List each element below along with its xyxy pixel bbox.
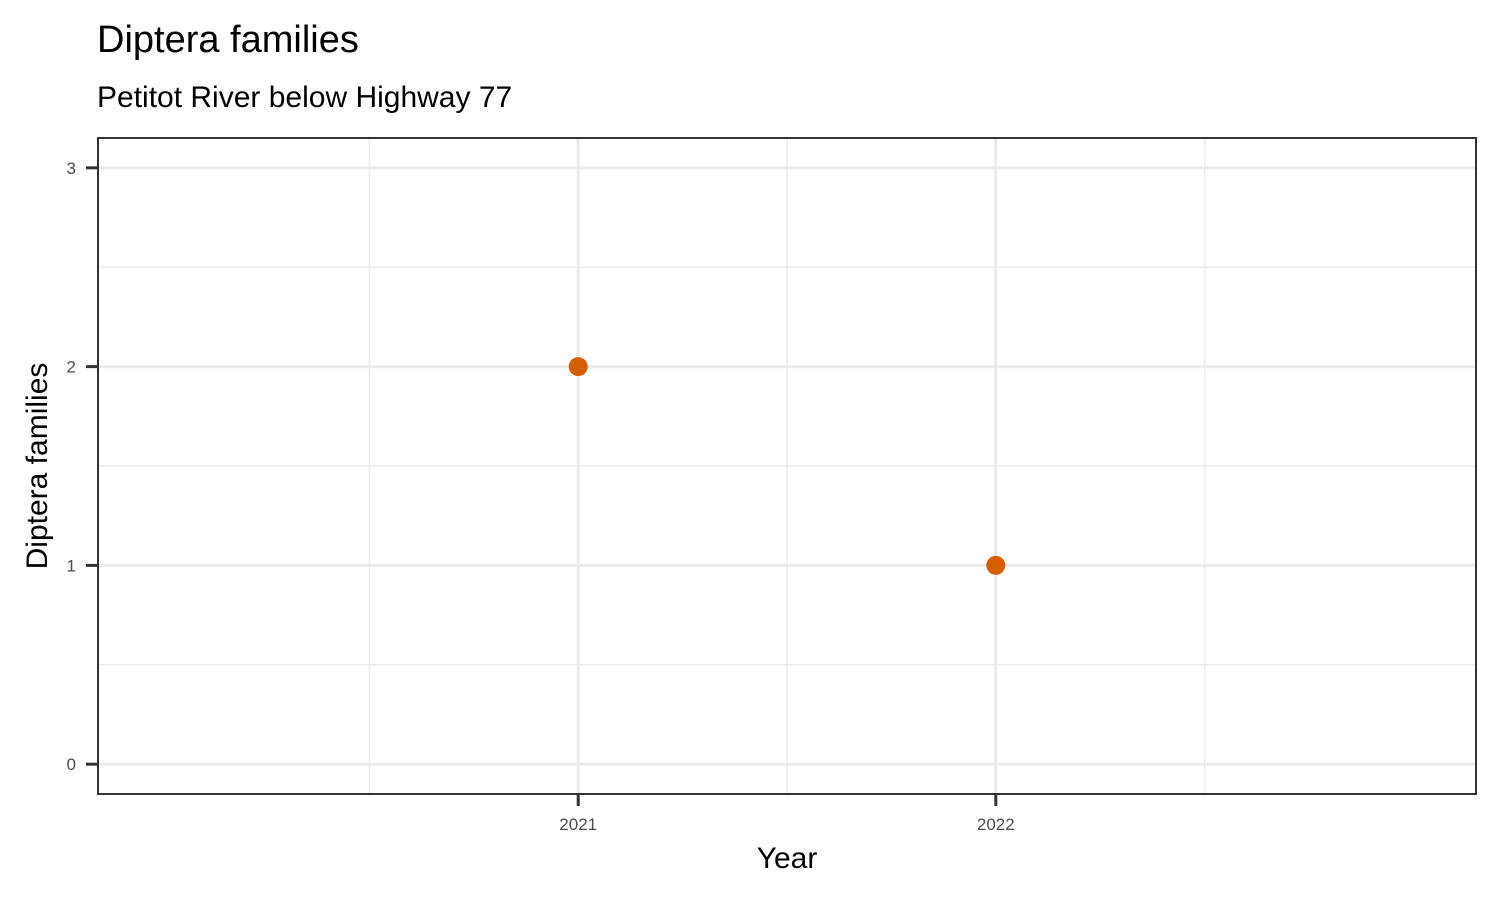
y-tick-label: 0: [67, 755, 76, 774]
chart-subtitle: Petitot River below Highway 77: [97, 81, 512, 114]
x-axis: 2021 2022: [559, 794, 1015, 834]
plot-panel-border: [97, 137, 1477, 795]
data-point: [986, 555, 1006, 575]
y-axis-title: Diptera families: [21, 363, 54, 570]
y-tick-label: 3: [67, 159, 76, 178]
y-axis: 0 1 2 3: [67, 159, 98, 774]
minor-gridlines: [98, 138, 1476, 794]
y-tick-label: 1: [67, 556, 76, 575]
y-tick-label: 2: [67, 358, 76, 377]
x-axis-title: Year: [757, 842, 818, 875]
x-tick-label: 2022: [977, 815, 1015, 834]
data-points: [568, 357, 1006, 575]
x-tick-label: 2021: [559, 815, 597, 834]
major-gridlines: [98, 138, 1476, 794]
chart-title: Diptera families: [97, 19, 359, 61]
data-point: [568, 357, 588, 377]
